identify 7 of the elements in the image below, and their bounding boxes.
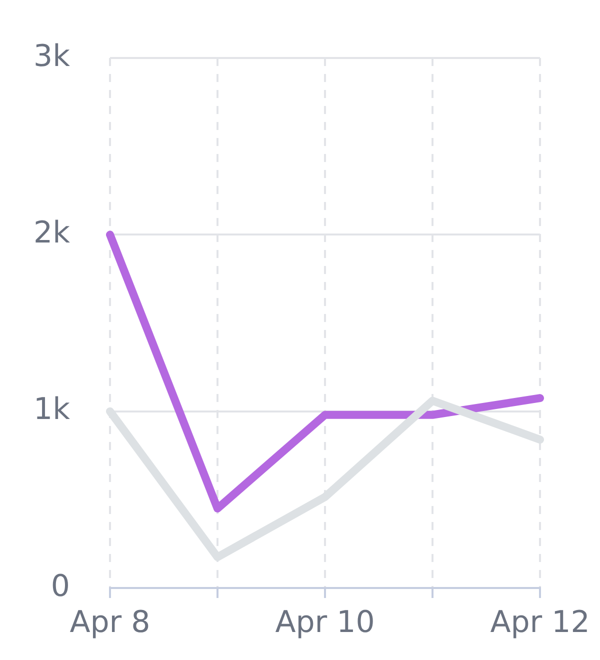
y-tick-label: 3k <box>34 38 71 74</box>
x-tick-label: Apr 8 <box>70 604 150 640</box>
x-tick-label: Apr 10 <box>275 604 375 640</box>
y-tick-label: 0 <box>50 568 70 604</box>
y-tick-label: 2k <box>34 215 71 250</box>
x-tick-label: Apr 12 <box>490 604 590 640</box>
y-tick-label: 1k <box>34 392 71 428</box>
